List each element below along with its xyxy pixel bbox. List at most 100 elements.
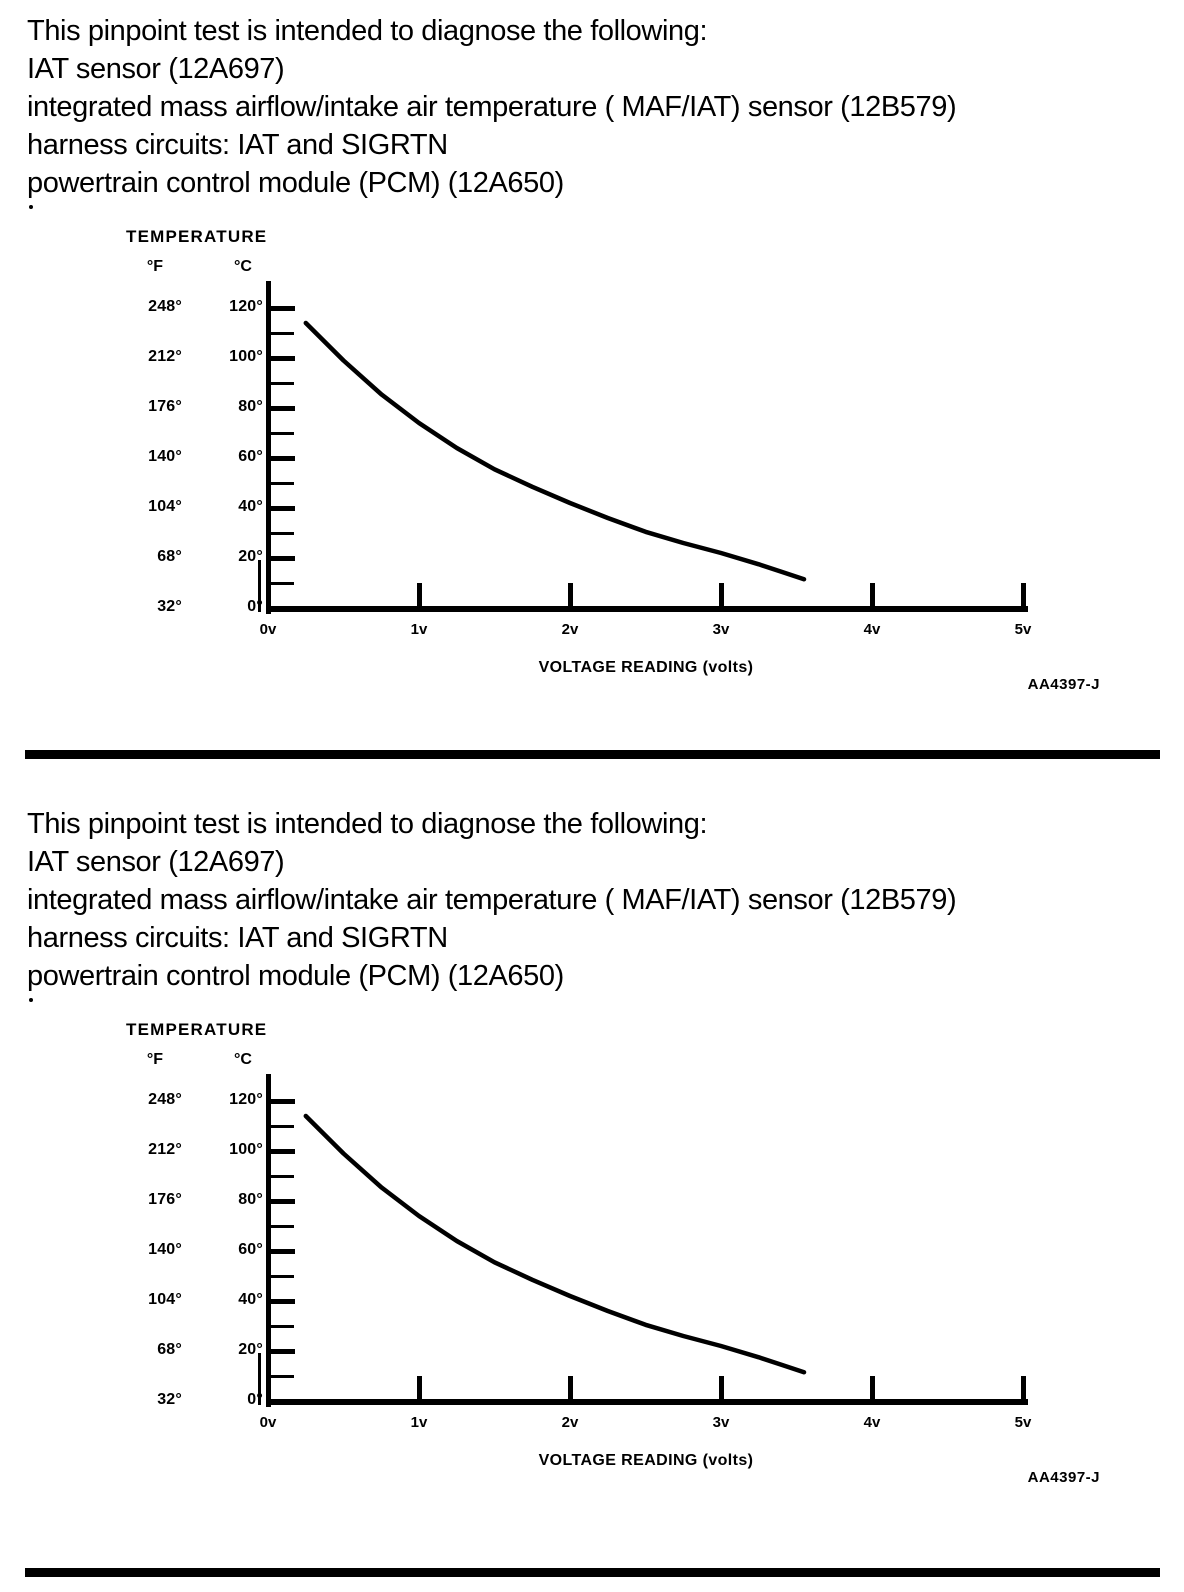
x-tick-label: 1v xyxy=(410,621,428,638)
y-minor-tick xyxy=(271,482,294,485)
y-major-tick xyxy=(271,406,295,411)
x-axis-title: VOLTAGE READING (volts) xyxy=(538,1452,754,1469)
y-major-tick xyxy=(271,556,295,561)
intro-line: IAT sensor (12A697) xyxy=(27,53,285,85)
x-tick xyxy=(417,1376,422,1401)
x-tick xyxy=(568,583,573,608)
intro-line: IAT sensor (12A697) xyxy=(27,846,285,878)
y-tick-label-f: 32° xyxy=(157,598,182,615)
y-major-tick xyxy=(271,306,295,311)
y-minor-tick xyxy=(271,1175,294,1178)
scan-stray-dot xyxy=(29,998,33,1002)
x-tick-label: 1v xyxy=(410,1414,428,1431)
y-tick-label-c: 0° xyxy=(247,1391,263,1408)
x-tick-label: 0v xyxy=(259,1414,277,1431)
y-tick-label-c: 80° xyxy=(238,398,263,415)
y-axis-line xyxy=(266,1074,271,1407)
temperature-voltage-curve xyxy=(303,320,807,582)
x-tick xyxy=(568,1376,573,1401)
x-tick-label: 5v xyxy=(1014,1414,1032,1431)
y-tick-label-f: 212° xyxy=(148,1141,182,1158)
y-minor-tick xyxy=(271,1125,294,1128)
y-major-tick xyxy=(271,456,295,461)
y-tick-label-f: 140° xyxy=(148,448,182,465)
x-tick xyxy=(870,583,875,608)
y-minor-tick xyxy=(271,1225,294,1228)
scan-artifact-line xyxy=(258,1353,261,1405)
pinpoint-test-section-1: This pinpoint test is intended to diagno… xyxy=(0,0,1184,745)
y-minor-tick xyxy=(271,382,294,385)
y-tick-label-f: 212° xyxy=(148,348,182,365)
intro-text: This pinpoint test is intended to diagno… xyxy=(27,805,957,995)
y-minor-tick xyxy=(271,1325,294,1328)
iat-voltage-chart: TEMPERATURE °F °C 248° 120° 212° 100° 176° 80… xyxy=(0,793,1184,1538)
intro-line: powertrain control module (PCM) (12A650) xyxy=(27,960,564,992)
intro-line: harness circuits: IAT and SIGRTN xyxy=(27,129,448,161)
y-major-tick xyxy=(271,1349,295,1354)
x-axis-title: VOLTAGE READING (volts) xyxy=(538,659,754,676)
y-tick-label-c: 100° xyxy=(229,1141,263,1158)
x-tick xyxy=(1021,583,1026,608)
iat-voltage-chart: TEMPERATURE °F °C 248° 120° 212° 100° 176° 80… xyxy=(0,0,1184,745)
plot-canvas xyxy=(258,281,1028,614)
y-tick-label-c: 20° xyxy=(238,548,263,565)
y-minor-tick xyxy=(271,1275,294,1278)
fahrenheit-column-header: °F xyxy=(146,1051,164,1068)
y-tick-label-c: 0° xyxy=(247,598,263,615)
y-tick-label-f: 104° xyxy=(148,1291,182,1308)
y-major-tick xyxy=(271,1099,295,1104)
x-tick-label: 3v xyxy=(712,621,730,638)
scan-stray-dot xyxy=(29,205,33,209)
y-axis-line xyxy=(266,281,271,614)
x-tick-label: 2v xyxy=(561,1414,579,1431)
y-tick-label-f: 176° xyxy=(148,398,182,415)
x-tick xyxy=(719,583,724,608)
y-minor-tick xyxy=(271,1375,294,1378)
y-tick-label-f: 248° xyxy=(148,298,182,315)
y-tick-label-f: 68° xyxy=(157,1341,182,1358)
y-tick-label-c: 40° xyxy=(238,1291,263,1308)
figure-code: AA4397-J xyxy=(1027,676,1100,693)
y-major-tick xyxy=(271,1199,295,1204)
x-tick-label: 5v xyxy=(1014,621,1032,638)
fahrenheit-column-header: °F xyxy=(146,258,164,275)
x-tick-label: 4v xyxy=(863,1414,881,1431)
y-major-tick xyxy=(271,506,295,511)
y-minor-tick xyxy=(271,582,294,585)
x-axis-line xyxy=(266,606,1028,612)
x-tick-label: 4v xyxy=(863,621,881,638)
y-tick-label-c: 40° xyxy=(238,498,263,515)
celsius-column-header: °C xyxy=(234,258,252,275)
y-tick-label-f: 68° xyxy=(157,548,182,565)
intro-line: This pinpoint test is intended to diagno… xyxy=(27,808,708,840)
intro-line: harness circuits: IAT and SIGRTN xyxy=(27,922,448,954)
chart-title: TEMPERATURE xyxy=(126,227,268,246)
x-tick-label: 2v xyxy=(561,621,579,638)
y-tick-label-c: 60° xyxy=(238,1241,263,1258)
y-tick-label-c: 60° xyxy=(238,448,263,465)
y-tick-label-c: 120° xyxy=(229,1091,263,1108)
y-tick-label-f: 140° xyxy=(148,1241,182,1258)
y-tick-label-f: 248° xyxy=(148,1091,182,1108)
temperature-voltage-curve xyxy=(303,1113,807,1375)
x-tick xyxy=(870,1376,875,1401)
y-major-tick xyxy=(271,356,295,361)
x-tick xyxy=(719,1376,724,1401)
intro-text: This pinpoint test is intended to diagno… xyxy=(27,12,957,202)
section-divider xyxy=(25,1568,1160,1577)
y-tick-label-c: 80° xyxy=(238,1191,263,1208)
y-minor-tick xyxy=(271,432,294,435)
scan-artifact-line xyxy=(258,560,261,612)
celsius-column-header: °C xyxy=(234,1051,252,1068)
y-tick-label-f: 104° xyxy=(148,498,182,515)
y-minor-tick xyxy=(271,332,294,335)
y-tick-label-f: 176° xyxy=(148,1191,182,1208)
x-tick xyxy=(417,583,422,608)
y-major-tick xyxy=(271,1299,295,1304)
chart-title: TEMPERATURE xyxy=(126,1020,268,1039)
pinpoint-test-section-2: This pinpoint test is intended to diagno… xyxy=(0,793,1184,1538)
intro-line: integrated mass airflow/intake air tempe… xyxy=(27,91,957,123)
y-tick-label-c: 100° xyxy=(229,348,263,365)
y-tick-label-c: 20° xyxy=(238,1341,263,1358)
x-axis-line xyxy=(266,1399,1028,1405)
